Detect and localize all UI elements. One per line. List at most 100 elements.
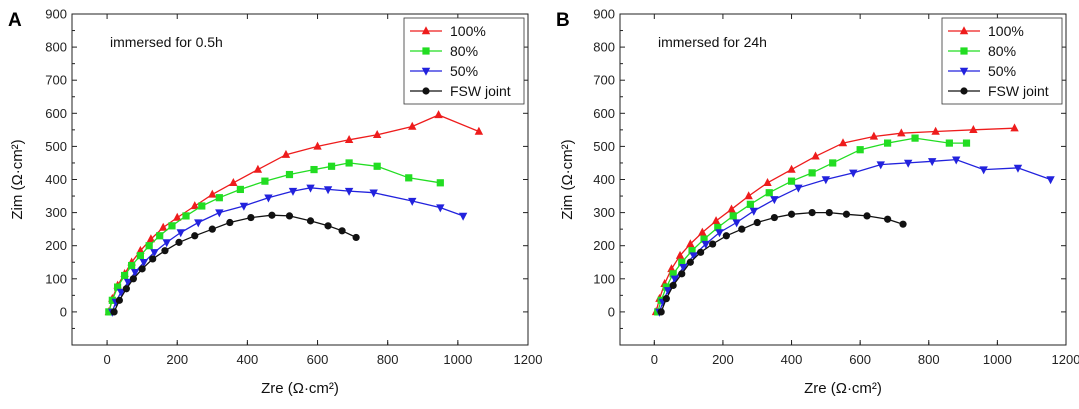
panel-a-y-axis-title: Zim (Ω·cm²) [9, 139, 26, 219]
panel-b-data-point [744, 191, 753, 200]
panel-b-data-point [678, 258, 686, 266]
panel-a-xtick-label: 400 [237, 352, 259, 367]
panel-a-data-point [285, 170, 294, 179]
panel-a-ytick-label: 800 [45, 40, 67, 55]
panel-b-data-point [689, 252, 698, 261]
panel-a-data-point [324, 222, 332, 230]
panel-a-data-point [150, 249, 159, 258]
panel-b-data-point [714, 223, 722, 232]
panel-a-letter: A [8, 10, 22, 31]
panel-b-data-point [811, 151, 820, 160]
panel-b-data-point [663, 287, 673, 296]
panel-a-series-0 [104, 110, 484, 316]
panel-b-data-point [952, 156, 961, 165]
panel-b-data-point [732, 219, 741, 228]
panel-a-legend-marker [422, 47, 430, 55]
panel-a-data-point [306, 184, 315, 193]
panel-a-data-point [327, 162, 336, 170]
panel-b-data-point [722, 232, 730, 240]
panel-a-legend-marker [421, 26, 431, 35]
panel-b-series-line [655, 127, 1015, 313]
panel-b-data-point [856, 146, 864, 154]
panel-b-ytick-label: 900 [593, 7, 615, 22]
panel-b-legend-label: 100% [988, 23, 1024, 39]
panel-b-data-point [770, 213, 778, 222]
panel-b-ytick-label: 400 [593, 172, 615, 187]
panel-b-data-point [709, 240, 717, 248]
panel-b-xtick-label: 600 [849, 352, 871, 367]
panel-a-data-point [108, 296, 116, 304]
panel-b-ytick-label: 600 [593, 106, 615, 121]
panel-a-data-point [253, 164, 263, 173]
panel-b-data-point [675, 250, 685, 259]
panel-b-data-point [667, 264, 676, 273]
panel-a-xtick-label: 200 [166, 352, 188, 367]
panel-b-data-point [794, 184, 803, 193]
panel-a-data-point [105, 308, 113, 316]
panel-b-data-point [928, 158, 937, 167]
panel-a-data-point [405, 174, 413, 182]
panel-b-data-point [700, 235, 708, 243]
panel-a-data-point [208, 189, 217, 198]
panel-a-data-point [149, 255, 157, 263]
panel-b-data-point [678, 270, 686, 278]
panel-a-data-point [190, 201, 199, 210]
panel-b-data-point [849, 169, 858, 178]
panel-a-ytick-label: 100 [45, 271, 67, 286]
panel-a-ytick-label: 200 [45, 238, 67, 253]
panel-a-data-point [436, 179, 444, 187]
panel-b-ytick-label: 700 [593, 73, 615, 88]
panel-a-data-point [182, 212, 190, 220]
panel-a-data-point [306, 217, 315, 225]
panel-b-data-point [701, 240, 710, 249]
panel-a-data-point [369, 189, 378, 198]
panel-b-data-point [669, 270, 677, 278]
panel-a-xtick-label: 1200 [514, 352, 543, 367]
panel-a-data-point [121, 271, 129, 280]
panel-b-data-point [715, 229, 724, 238]
panel-b-data-point [753, 218, 761, 227]
panel-a-data-point [208, 225, 216, 233]
panel-b-data-point [765, 189, 773, 197]
panel-b-series-line [657, 137, 967, 313]
panel-a-data-point [123, 278, 133, 287]
panel-b-letter: B [556, 10, 570, 31]
panel-a-data-point [288, 187, 298, 196]
panel-a-data-point [116, 288, 126, 297]
panel-b-data-point [838, 138, 848, 147]
panel-a-ytick-label: 0 [60, 304, 67, 319]
panel-b-data-point [808, 209, 816, 217]
panel-b-data-point [911, 134, 919, 142]
panel-a-data-point [338, 227, 346, 235]
panel-a-data-point [268, 211, 276, 219]
panel-a-x-axis-title: Zre (Ω·cm²) [261, 380, 339, 397]
panel-a-data-point [215, 209, 224, 218]
panel-b-data-point [808, 169, 816, 177]
panel-b-data-point [662, 283, 670, 291]
panel-b-series-0 [651, 123, 1019, 316]
panel-b-legend-marker [959, 67, 969, 76]
panel-b-data-point [979, 166, 988, 175]
panel-a-ytick-label: 400 [45, 172, 67, 187]
panel-a-data-point [176, 229, 185, 238]
panel-b-data-point [884, 139, 892, 147]
panel-a-data-point [434, 110, 443, 119]
panel-a-legend-label: FSW joint [450, 83, 511, 99]
panel-a-ytick-label: 600 [45, 106, 67, 121]
panel-a-ytick-label: 900 [45, 7, 67, 22]
panel-b-xtick-label: 400 [781, 352, 803, 367]
panel-b-data-point [763, 178, 772, 187]
panel-a-chart: A 0 200 400 600 800 1000 1200 0 100 200 300 400 500 60… [8, 7, 542, 398]
panel-a-data-point [162, 239, 171, 248]
panel-a-data-point [173, 212, 182, 221]
panel-b-data-point [931, 126, 940, 135]
panel-b-data-point [1046, 176, 1055, 185]
panel-b-data-point [787, 177, 796, 185]
panel-a-data-point [156, 232, 164, 240]
panel-a-data-point [114, 283, 122, 291]
panel-a-data-point [175, 238, 183, 246]
panel-b-legend-label: 50% [988, 63, 1016, 79]
panel-b-data-point [869, 131, 879, 140]
panel-a-data-point [146, 234, 156, 243]
panel-b-data-point [662, 295, 670, 303]
